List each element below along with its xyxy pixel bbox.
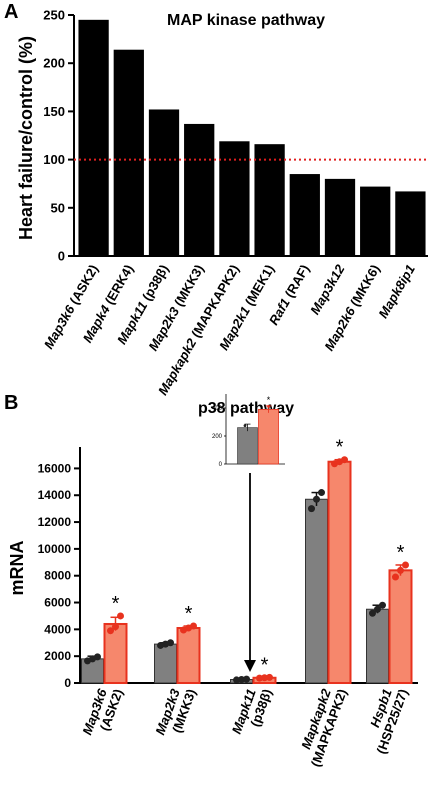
control-data-point (238, 676, 245, 684)
control-data-point (243, 675, 250, 683)
chart-b-y-axis: 0 2000 4000 6000 8000 10000 12000 14000 16000 (38, 447, 418, 690)
chart-a-y-tick-label: 50 (51, 200, 65, 215)
inset-heart-failure-bar (258, 408, 279, 465)
control-bar (366, 608, 389, 684)
chart-b-y-tick-label: 8000 (44, 569, 71, 583)
control-data-point (233, 676, 240, 684)
chart-a-bar (113, 49, 144, 257)
significance-star: * (185, 603, 193, 625)
inset-heart-failure-data-point (267, 405, 270, 408)
significance-star: * (397, 542, 405, 564)
control-data-point (379, 601, 386, 609)
chart-a-bar (78, 19, 109, 256)
heart-failure-data-point (112, 623, 119, 631)
heart-failure-data-point (392, 573, 399, 581)
chart-a-y-axis-title: Heart failure/control (%) (16, 36, 36, 240)
control-data-point (369, 609, 376, 617)
panel-a: A MAP kinase pathway Heart failure/contr… (4, 1, 428, 398)
control-bar (154, 643, 177, 684)
chart-a-bar (289, 174, 320, 256)
heart-failure-bar (388, 569, 413, 685)
chart-b-y-tick-label: 10000 (38, 542, 72, 556)
chart-b-y-tick-label: 6000 (44, 596, 71, 610)
chart-b-y-axis-title: mRNA (7, 540, 27, 595)
control-data-point (313, 495, 320, 503)
heart-failure-data-point (266, 673, 273, 681)
inset-y-tick-label: 0 (219, 462, 223, 468)
inset-pointer-arrow (244, 473, 256, 672)
chart-a-y-tick-label: 150 (43, 104, 65, 119)
panel-a-letter: A (4, 1, 18, 23)
panel-b-letter: B (4, 392, 18, 414)
chart-a-bar (184, 123, 215, 256)
significance-star: * (112, 593, 120, 615)
control-data-point (167, 639, 174, 647)
heart-failure-data-point (402, 561, 409, 569)
chart-a-bar (219, 141, 250, 256)
chart-a-bar (324, 178, 356, 256)
chart-a-y-tick-label: 200 (43, 56, 65, 71)
control-bar (305, 498, 328, 684)
heart-failure-data-point (261, 674, 268, 682)
heart-failure-data-point (117, 612, 124, 620)
chart-a-bar (395, 191, 426, 256)
chart-a-bar (360, 186, 391, 256)
chart-b-inset: 0 200 400 * (212, 394, 285, 468)
chart-b-y-tick-label: 4000 (44, 622, 71, 636)
inset-control-bar (237, 427, 258, 465)
inset-y-tick-label: 400 (212, 406, 223, 412)
inset-arrow-head (244, 660, 256, 672)
chart-b-y-tick-label: 14000 (38, 488, 72, 502)
significance-star: * (261, 654, 269, 676)
chart-b-x-labels: Map3k6(ASK2) Map2k3(MKK3) Mapk11(p38β) Mapk… (79, 686, 410, 769)
chart-b-y-tick-label: 0 (64, 676, 71, 690)
chart-b-y-tick-label: 12000 (38, 515, 72, 529)
heart-failure-bar (176, 627, 201, 685)
significance-star: * (336, 437, 344, 459)
chart-a-y-tick-label: 250 (43, 8, 65, 23)
heart-failure-data-point (190, 622, 197, 630)
chart-a-y-tick-label: 100 (43, 152, 65, 167)
heart-failure-data-point (107, 627, 114, 635)
chart-b-y-tick-label: 16000 (38, 461, 72, 475)
heart-failure-data-point (397, 566, 404, 574)
chart-b-bars: * * * * * (81, 437, 413, 685)
chart-a-title: MAP kinase pathway (167, 12, 325, 29)
heart-failure-bar (327, 460, 352, 684)
chart-a-bars (78, 19, 426, 257)
chart-a-y-tick-label: 0 (58, 249, 65, 264)
control-data-point (374, 605, 381, 613)
chart-b-y-tick-label: 2000 (44, 649, 71, 663)
control-data-point (318, 489, 325, 497)
chart-a-bar (254, 144, 285, 256)
control-data-point (308, 505, 315, 513)
heart-failure-data-point (256, 674, 263, 682)
chart-a-x-labels: Map3k6 (ASK2)Mapk4 (ERK4)Mapk11 (p38β)Ma… (41, 261, 418, 397)
chart-a-bar (148, 109, 180, 256)
control-data-point (94, 653, 101, 661)
inset-significance-star: * (267, 395, 271, 405)
heart-failure-data-point (341, 456, 348, 464)
inset-control-data-point (243, 424, 247, 427)
inset-y-tick-label: 200 (212, 434, 223, 440)
panel-b: B p38 pathway mRNA 020004000600080001000… (4, 392, 418, 769)
